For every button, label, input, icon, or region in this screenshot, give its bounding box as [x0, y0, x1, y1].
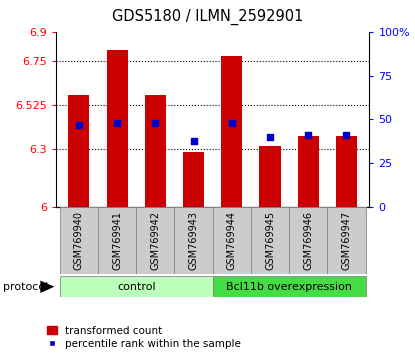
Text: GSM769944: GSM769944: [227, 211, 237, 270]
Text: GSM769945: GSM769945: [265, 211, 275, 270]
Point: [152, 120, 159, 126]
Text: control: control: [117, 282, 156, 292]
Text: GSM769940: GSM769940: [74, 211, 84, 270]
Point: [76, 122, 82, 127]
Legend: transformed count, percentile rank within the sample: transformed count, percentile rank withi…: [47, 326, 242, 349]
Bar: [68, 95, 90, 207]
Polygon shape: [40, 280, 54, 293]
Bar: [336, 136, 357, 207]
Bar: [145, 95, 166, 207]
Bar: [174, 207, 213, 274]
Text: Bcl11b overexpression: Bcl11b overexpression: [226, 282, 352, 292]
Point: [305, 132, 312, 138]
Bar: [213, 207, 251, 274]
Bar: [327, 207, 366, 274]
Bar: [136, 207, 174, 274]
Bar: [183, 152, 204, 207]
Text: GSM769941: GSM769941: [112, 211, 122, 270]
Text: GSM769947: GSM769947: [342, 211, 352, 270]
Text: GSM769943: GSM769943: [188, 211, 199, 270]
Text: protocol: protocol: [3, 282, 49, 292]
Point: [343, 132, 350, 138]
Text: GSM769942: GSM769942: [150, 211, 160, 270]
Bar: [221, 56, 242, 207]
Bar: [98, 207, 136, 274]
Bar: [107, 50, 128, 207]
Point: [114, 120, 120, 126]
Bar: [60, 276, 213, 297]
Bar: [213, 276, 366, 297]
Point: [190, 138, 197, 143]
Bar: [289, 207, 327, 274]
Text: GSM769946: GSM769946: [303, 211, 313, 270]
Bar: [251, 207, 289, 274]
Bar: [60, 207, 98, 274]
Text: GDS5180 / ILMN_2592901: GDS5180 / ILMN_2592901: [112, 9, 303, 25]
Point: [267, 134, 273, 140]
Bar: [259, 146, 281, 207]
Bar: [298, 136, 319, 207]
Point: [229, 120, 235, 126]
